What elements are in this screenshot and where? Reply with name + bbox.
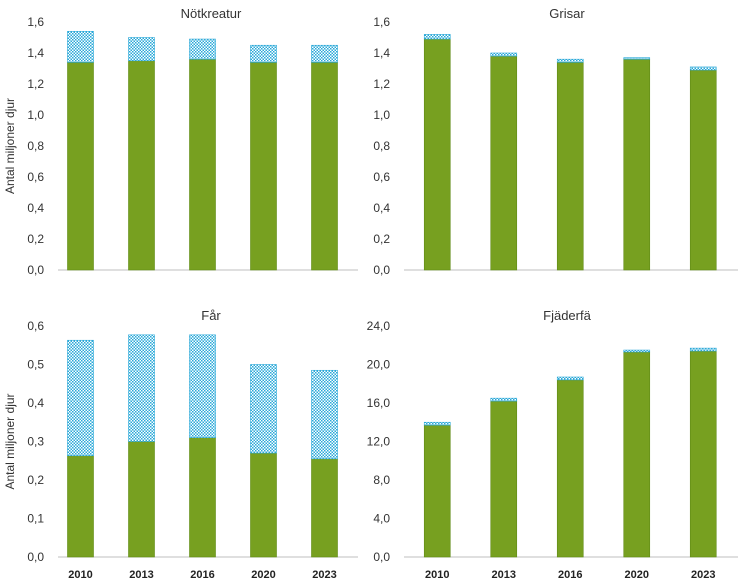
- y-tick-label: 8,0: [373, 473, 390, 487]
- y-tick-label: 1,2: [373, 77, 390, 91]
- panel-title: Får: [201, 308, 221, 323]
- bar-top: [128, 37, 155, 62]
- x-tick-label: 2013: [492, 569, 516, 581]
- y-tick-label: 0,6: [373, 170, 390, 184]
- y-tick-label: 16,0: [367, 396, 391, 410]
- bar-base: [623, 351, 651, 558]
- x-tick-label: 2016: [558, 569, 582, 581]
- bar-top: [623, 57, 651, 60]
- bar-top: [67, 339, 94, 457]
- bar-top: [128, 334, 155, 442]
- y-axis-title: Antal miljoner djur: [3, 393, 17, 489]
- y-tick-label: 1,6: [373, 15, 390, 29]
- x-tick-label: 2023: [312, 569, 336, 581]
- x-tick-label: 2016: [190, 569, 214, 581]
- y-tick-label: 4,0: [373, 512, 390, 526]
- y-tick-label: 1,0: [27, 108, 44, 122]
- x-tick-label: 2023: [691, 569, 715, 581]
- bar-base: [128, 60, 155, 271]
- bar-base: [189, 58, 216, 271]
- bar-base: [423, 38, 451, 271]
- panel-title: Grisar: [549, 6, 585, 21]
- y-tick-label: 0,2: [373, 232, 390, 246]
- y-tick-label: 0,4: [27, 201, 44, 215]
- x-tick-label: 2013: [129, 569, 153, 581]
- x-tick-label: 2020: [625, 569, 649, 581]
- y-tick-label: 0,4: [27, 396, 44, 410]
- y-tick-label: 0,0: [373, 263, 390, 277]
- x-tick-label: 2020: [251, 569, 275, 581]
- bar-base: [67, 61, 94, 271]
- bar-top: [250, 364, 277, 454]
- bar-top: [311, 44, 338, 63]
- bar-base: [689, 350, 717, 558]
- bar-top: [623, 349, 651, 353]
- y-tick-label: 0,0: [373, 550, 390, 564]
- y-tick-label: 1,0: [373, 108, 390, 122]
- bar-base: [311, 458, 338, 558]
- y-tick-label: 0,0: [27, 550, 44, 564]
- bar-top: [189, 38, 216, 60]
- bar-top: [250, 44, 277, 63]
- bar-base: [189, 437, 216, 558]
- bar-base: [689, 69, 717, 271]
- bar-top: [556, 58, 584, 63]
- bar-top: [556, 376, 584, 381]
- panel-title: Nötkreatur: [181, 6, 242, 21]
- y-tick-label: 0,6: [27, 319, 44, 333]
- bar-top: [689, 347, 717, 352]
- y-tick-label: 24,0: [367, 319, 391, 333]
- y-tick-label: 0,4: [373, 201, 390, 215]
- y-tick-label: 0,8: [373, 139, 390, 153]
- bar-base: [250, 61, 277, 271]
- y-tick-label: 20,0: [367, 358, 391, 372]
- bar-base: [311, 61, 338, 271]
- x-tick-label: 2010: [68, 569, 92, 581]
- x-tick-label: 2010: [425, 569, 449, 581]
- y-tick-label: 0,3: [27, 435, 44, 449]
- bar-top: [67, 30, 94, 63]
- y-tick-label: 0,8: [27, 139, 44, 153]
- bar-top: [490, 397, 518, 402]
- bar-top: [689, 66, 717, 71]
- y-tick-label: 1,6: [27, 15, 44, 29]
- bar-base: [250, 452, 277, 558]
- y-tick-label: 0,0: [27, 263, 44, 277]
- bar-base: [490, 400, 518, 558]
- bar-base: [423, 424, 451, 558]
- y-tick-label: 0,6: [27, 170, 44, 184]
- y-tick-label: 0,5: [27, 358, 44, 372]
- bar-base: [556, 61, 584, 271]
- y-tick-label: 1,2: [27, 77, 44, 91]
- y-tick-label: 1,4: [27, 46, 44, 60]
- panel-title: Fjäderfä: [543, 308, 591, 323]
- y-tick-label: 1,4: [373, 46, 390, 60]
- y-tick-label: 12,0: [367, 435, 391, 449]
- bar-top: [423, 34, 451, 40]
- y-tick-label: 0,1: [27, 512, 44, 526]
- bar-base: [623, 58, 651, 271]
- bar-base: [490, 55, 518, 271]
- bar-base: [556, 379, 584, 558]
- bar-base: [67, 455, 94, 558]
- bar-top: [311, 369, 338, 460]
- y-axis-title: Antal miljoner djur: [3, 98, 17, 194]
- y-tick-label: 0,2: [27, 473, 44, 487]
- bar-base: [128, 441, 155, 558]
- bar-top: [423, 421, 451, 426]
- y-tick-label: 0,2: [27, 232, 44, 246]
- bar-top: [189, 334, 216, 438]
- bar-top: [490, 52, 518, 57]
